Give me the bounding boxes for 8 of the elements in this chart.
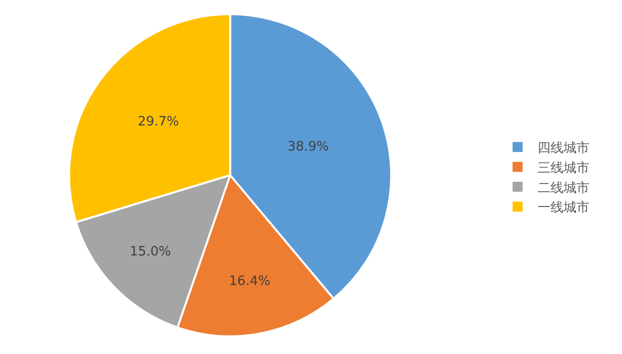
legend-label: 一线城市 — [538, 200, 590, 216]
data-label: 29.7% — [138, 114, 180, 130]
legend-label: 三线城市 — [538, 160, 590, 176]
legend-label: 四线城市 — [538, 141, 590, 156]
legend-label: 二线城市 — [538, 180, 590, 196]
data-label: 15.0% — [130, 244, 171, 260]
data-label: 38.9% — [288, 139, 329, 154]
data-label: 16.4% — [229, 274, 270, 289]
